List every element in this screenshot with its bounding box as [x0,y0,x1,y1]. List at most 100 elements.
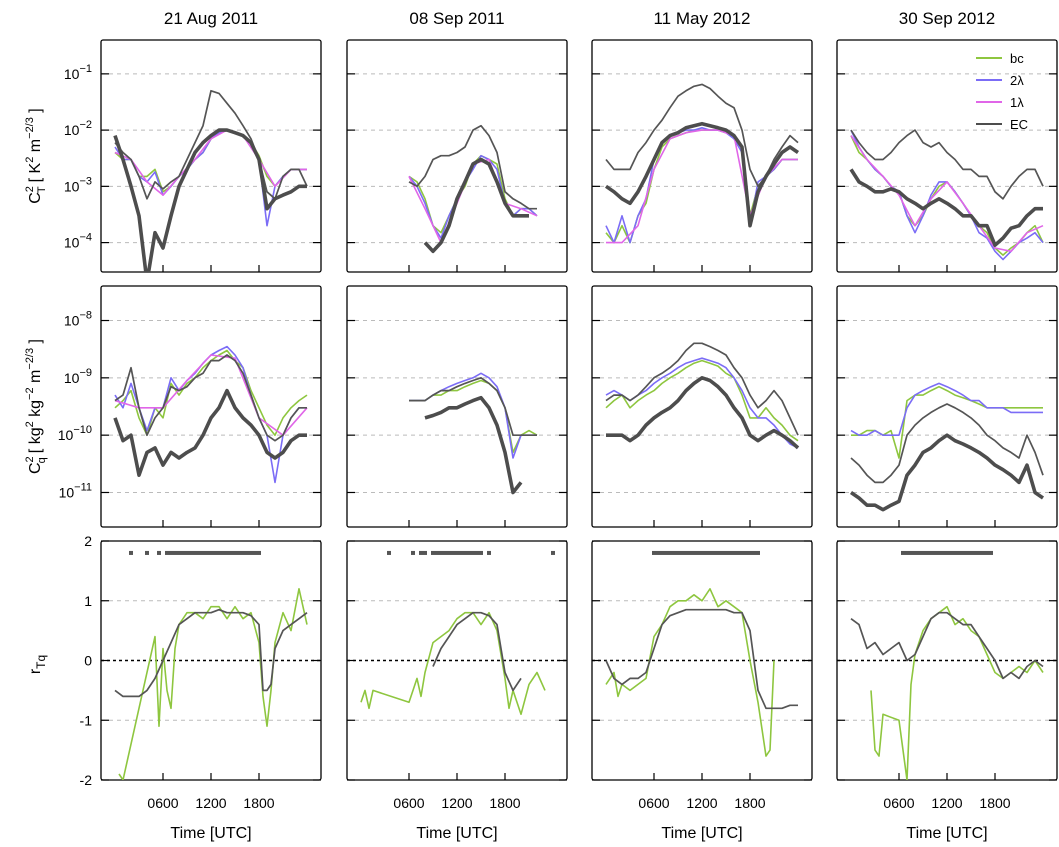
flag-marker [736,550,740,555]
flag-marker [447,550,451,555]
column-title: 21 Aug 2011 [164,9,258,28]
flag-marker [933,550,937,555]
flag-marker [201,550,205,555]
flag-marker [901,550,905,555]
chart-panel [409,372,538,495]
label-part-sub: q [36,457,48,463]
series-line-ec [605,342,799,436]
flag-marker [756,550,760,555]
chart-panel [113,345,308,484]
series-line-ec_thick [424,395,523,495]
flag-marker [989,550,993,555]
flag-marker [728,550,732,555]
chart-panel [850,550,1044,780]
flag-marker [953,550,957,555]
flag-marker [479,550,483,555]
flag-marker [205,550,209,555]
x-tick-label: 1200 [686,795,717,811]
legend: bc 2λ 1λ EC [976,51,1028,132]
legend-label: EC [1010,117,1028,132]
y-tick-label: 10−9 [64,367,92,386]
x-axis-label: Time [UTC] [170,825,251,842]
series-line-1lambda [114,354,308,437]
series-line-ec_thick [606,375,800,450]
flag-marker [189,550,193,555]
x-tick-label: 1800 [979,795,1010,811]
legend-label: 2λ [1010,73,1024,88]
flag-marker [169,550,173,555]
flag-marker [253,550,257,555]
label-part-rest: [ K [27,162,44,182]
series-line-1lambda [114,129,307,196]
flag-marker [652,550,656,555]
flag-marker [680,550,684,555]
chart-panel [360,550,555,716]
flag-marker [209,550,213,555]
flag-marker [724,550,728,555]
tick-exponent: −8 [79,310,92,322]
chart-panel [849,129,1044,261]
tick-base: 10 [64,122,80,138]
flag-marker [957,550,961,555]
flag-marker [193,550,197,555]
tick-exponent: −4 [79,232,92,244]
flag-marker [704,550,708,555]
flag-marker [716,550,720,555]
tick-base: 10 [64,370,80,386]
series-line-ec [850,403,1044,484]
flag-marker [712,550,716,555]
label-part-sup: 2 [24,456,36,462]
series-line-ec [408,124,537,210]
flag-marker [905,550,909,555]
chart-panel [604,83,800,244]
x-tick-label: 0600 [393,795,424,811]
flag-marker [197,550,201,555]
series-line-ec [114,354,307,442]
panel-frame [591,285,813,528]
column-title: 08 Sep 2011 [409,9,504,28]
svg-text:C2T[ K2 m−2/3 ]: C2T[ K2 m−2/3 ] [24,108,48,204]
flag-marker [748,550,752,555]
label-part-sub: Tq [34,655,48,669]
series-line-ec_thick [849,433,1045,512]
svg-text:10−9: 10−9 [64,367,92,386]
y-axis-label-cq: C2q[ kg2 kg−2 m−2/3 ] [24,339,48,474]
flag-marker [921,550,925,555]
y-tick-label: 10−11 [59,481,92,500]
svg-text:10−3: 10−3 [64,175,92,194]
flag-marker [463,550,467,555]
x-tick-label: 0600 [638,795,669,811]
flag-marker [419,550,423,555]
flag-marker [225,550,229,555]
flag-marker [423,550,427,555]
column-title: 11 May 2012 [653,9,750,28]
svg-text:10−11: 10−11 [59,481,92,500]
label-part-close: ] [27,339,44,348]
chart-panel [849,382,1045,512]
legend-label: 1λ [1010,95,1024,110]
flag-marker [664,550,668,555]
flag-marker [656,550,660,555]
series-line-bc [851,385,1043,459]
flag-marker [551,550,555,555]
label-part-rest3: m [27,370,44,388]
y-tick-label: 10−3 [64,175,92,194]
series-line-ec_thick [604,121,800,228]
flag-marker [387,550,391,555]
flag-marker [985,550,989,555]
tick-exponent: −3 [79,175,92,187]
flag-marker [431,550,435,555]
flag-marker [451,550,455,555]
series-line-bc [360,611,546,716]
label-part-rest: [ kg [27,427,44,453]
x-tick-label: 0600 [883,795,914,811]
x-tick-label: 1200 [195,795,226,811]
flag-marker [696,550,700,555]
flag-marker [913,550,917,555]
flag-marker [475,550,479,555]
tick-base: 10 [64,66,80,82]
chart-panel [605,550,798,757]
flag-marker [173,550,177,555]
flag-marker [700,550,704,555]
label-part-unit-sup: 2 [24,421,36,427]
